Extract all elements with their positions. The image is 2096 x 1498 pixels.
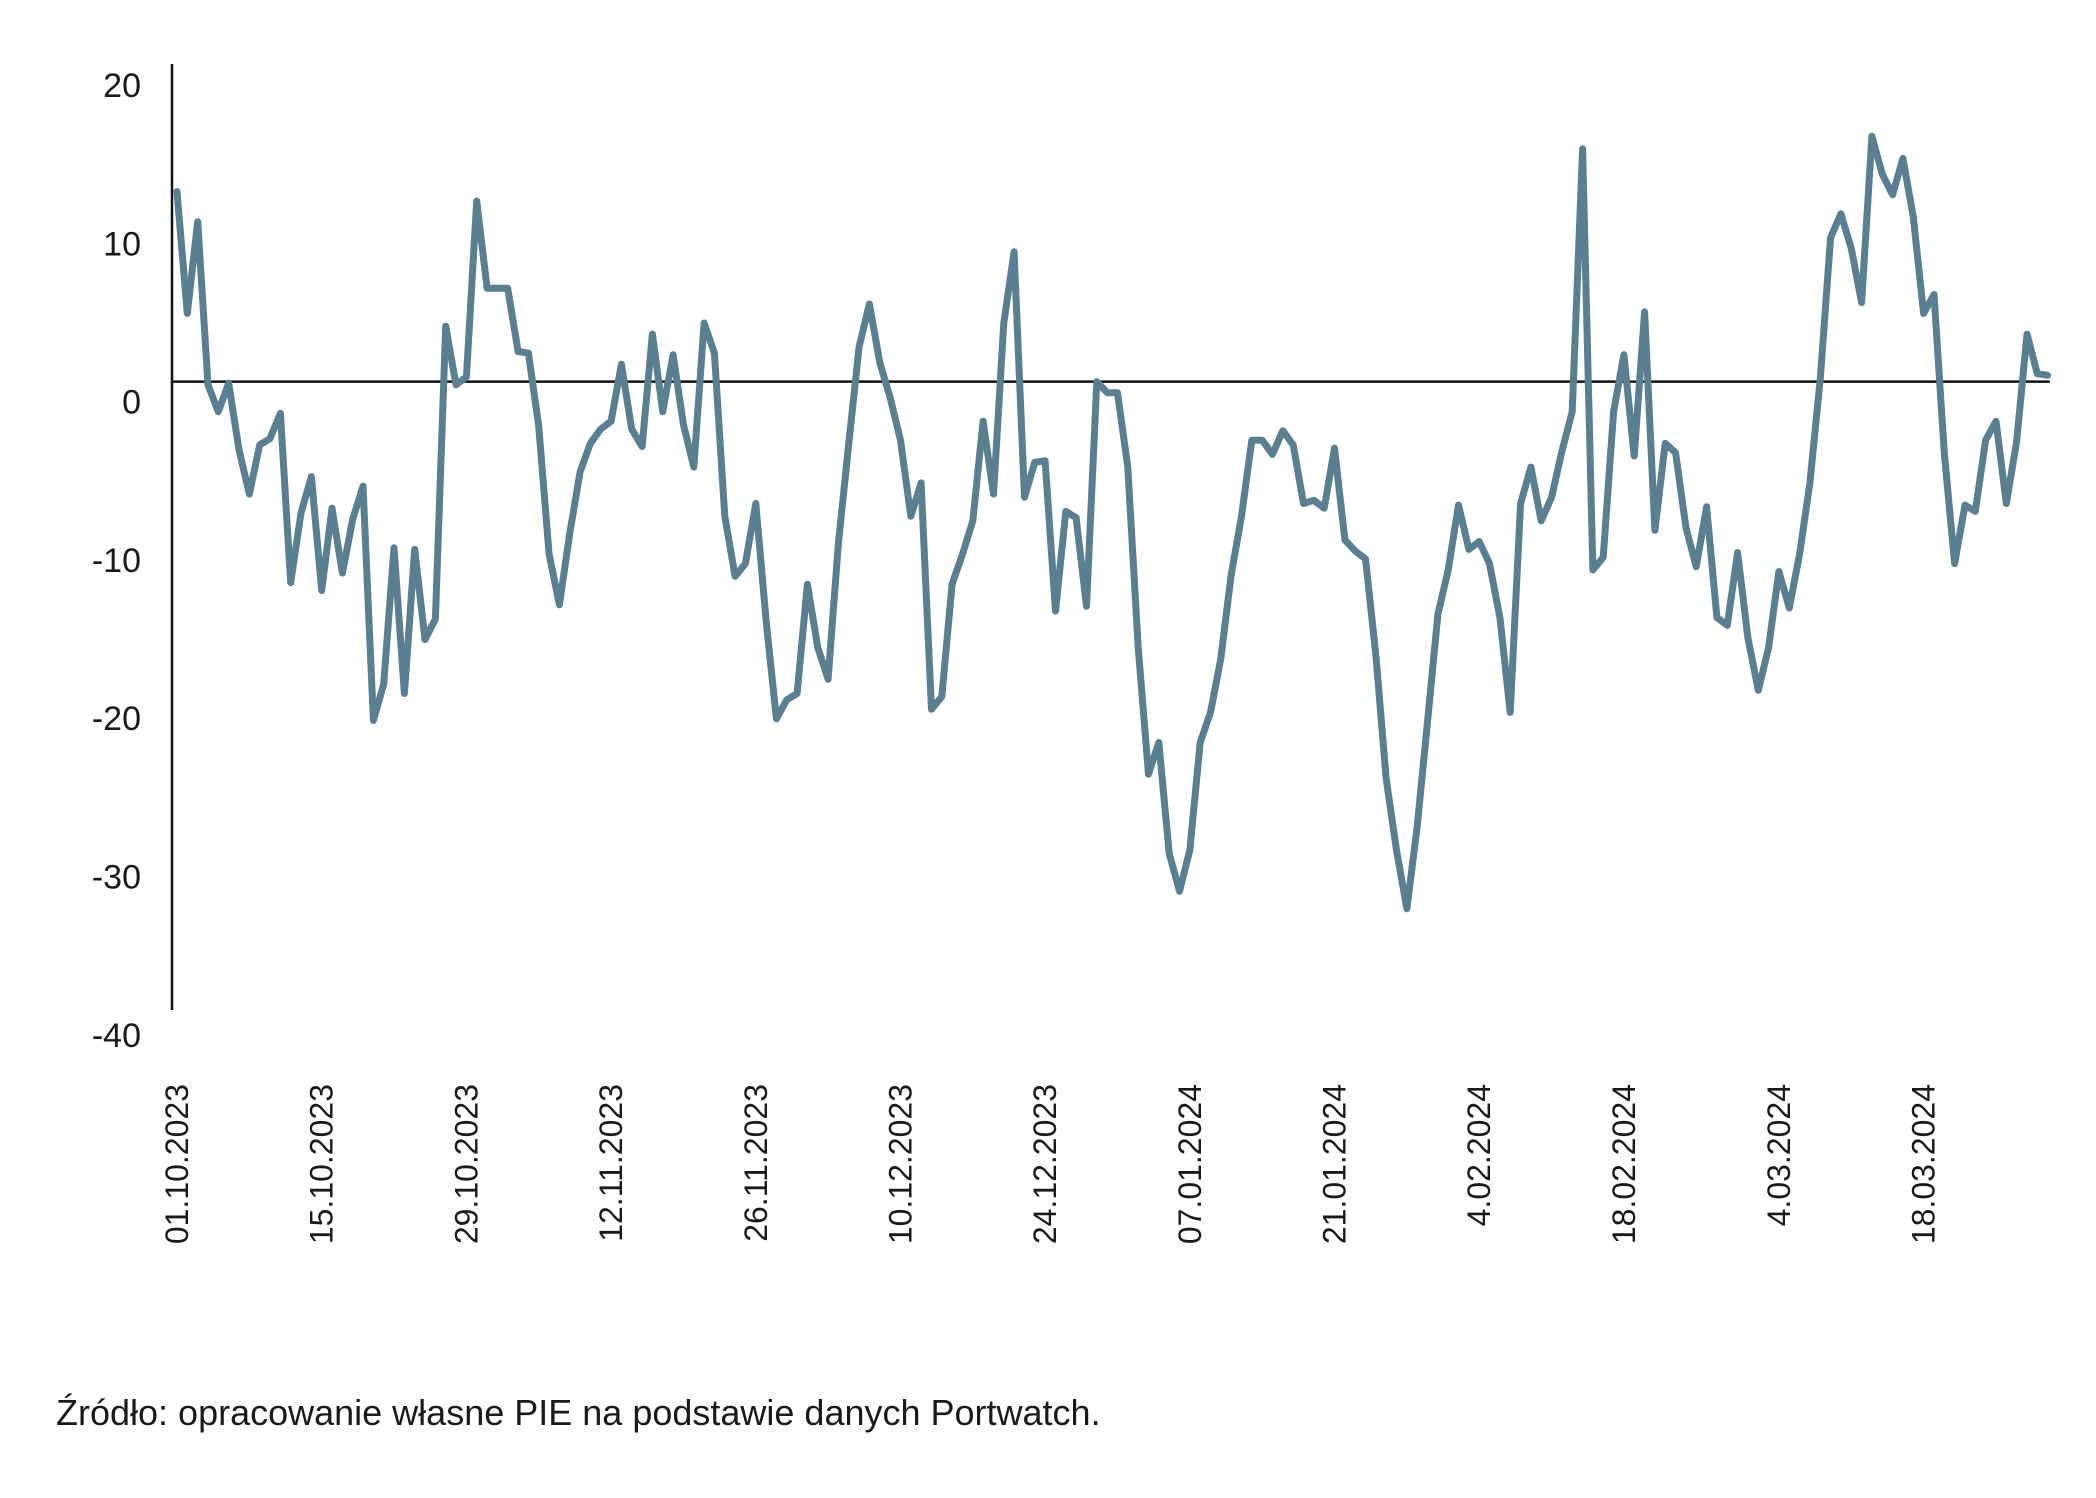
x-tick-label: 18.03.2024 xyxy=(1906,1084,1942,1244)
x-tick-label: 21.01.2024 xyxy=(1317,1084,1353,1244)
y-tick-label: -40 xyxy=(92,1017,141,1055)
series-line xyxy=(173,132,2052,913)
x-tick-label: 01.10.2023 xyxy=(159,1084,195,1244)
x-tick-label: 26.11.2023 xyxy=(738,1084,774,1242)
x-tick-label: 29.10.2023 xyxy=(448,1084,484,1244)
y-tick-label: 0 xyxy=(122,384,141,422)
x-tick-label: 4.02.2024 xyxy=(1461,1084,1497,1226)
y-tick-label: -30 xyxy=(92,859,141,897)
y-tick-label: -20 xyxy=(92,700,141,738)
y-tick-label: 10 xyxy=(103,225,141,263)
x-tick-label: 07.01.2024 xyxy=(1172,1084,1208,1244)
y-tick-label: 20 xyxy=(103,67,141,105)
x-tick-label: 24.12.2023 xyxy=(1027,1084,1063,1244)
data-points xyxy=(176,136,2048,909)
x-tick-label: 15.10.2023 xyxy=(304,1084,340,1244)
x-tick-label: 12.11.2023 xyxy=(593,1084,629,1242)
x-tick-label: 18.02.2024 xyxy=(1606,1084,1642,1244)
x-tick-label: 10.12.2023 xyxy=(882,1084,918,1244)
y-tick-label: -10 xyxy=(92,542,141,580)
source-note: Źródło: opracowanie własne PIE na podsta… xyxy=(56,1392,1101,1433)
x-tick-label: 4.03.2024 xyxy=(1761,1084,1797,1226)
x-tick-labels: 01.10.2023 15.10.2023 29.10.2023 12.11.2023… xyxy=(159,1084,1942,1244)
y-tick-labels: 20 10 0 -10 -20 -30 -40 xyxy=(92,67,141,1055)
